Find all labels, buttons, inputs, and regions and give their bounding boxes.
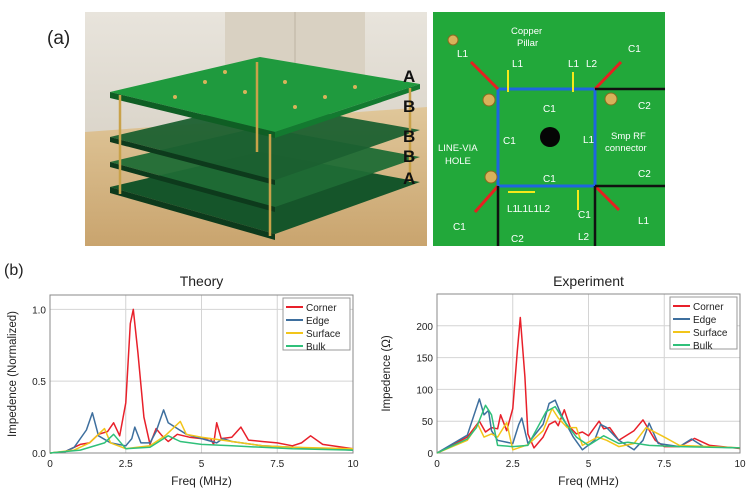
series-line-surface — [436, 407, 741, 454]
component-label: L1 — [568, 59, 580, 70]
component-label: C1 — [543, 174, 556, 185]
y-axis-label: Impedence (Ω) — [381, 335, 393, 412]
legend-label: Edge — [306, 316, 330, 327]
y-tick-label: 100 — [416, 385, 433, 396]
y-tick-label: 1.0 — [32, 305, 46, 316]
legend-label: Bulk — [306, 342, 326, 353]
component-label: C2 — [638, 169, 651, 180]
component-label: L2 — [539, 204, 551, 215]
theory-chart: Theory 0 2.5 5 7.5 10 0.0 0.5 1.0 Freq (MHz) Imped… — [7, 273, 359, 488]
x-tick-label: 2.5 — [506, 459, 520, 470]
annotation-hole: HOLE — [445, 156, 471, 167]
x-tick-label: 2.5 — [119, 459, 133, 470]
x-tick-label: 0 — [434, 459, 440, 470]
plot-frame — [49, 294, 354, 454]
x-tick-label: 10 — [734, 459, 746, 470]
y-tick-label: 0.0 — [32, 449, 46, 460]
legend-label: Surface — [306, 329, 341, 340]
component-label: L1 — [528, 204, 540, 215]
component-label: C1 — [628, 44, 641, 55]
layer-label: B — [403, 147, 415, 166]
legend-label: Edge — [693, 315, 717, 326]
layer-label: B — [403, 97, 415, 116]
via-hole — [540, 127, 560, 147]
annotation-smp: Smp RF — [611, 131, 646, 142]
component-label: C1 — [503, 136, 516, 147]
chart-title: Theory — [180, 273, 224, 289]
series-line-edge — [436, 398, 741, 454]
x-tick-label: 10 — [347, 459, 359, 470]
x-axis-label: Freq (MHz) — [171, 474, 232, 488]
y-tick-label: 50 — [422, 417, 434, 428]
annotation-connector: connector — [605, 143, 647, 154]
legend-label: Corner — [306, 303, 337, 314]
x-tick-label: 7.5 — [270, 459, 284, 470]
component-label: L2 — [578, 232, 590, 243]
x-axis-label: Freq (MHz) — [558, 474, 619, 488]
y-tick-label: 150 — [416, 354, 433, 365]
component-label: L1 — [638, 216, 650, 227]
x-tick-label: 0 — [47, 459, 53, 470]
annotation-line-via: LINE-VIA — [438, 143, 478, 154]
component-label: C2 — [638, 101, 651, 112]
component-label: L1 — [583, 135, 595, 146]
layer-label: A — [403, 67, 415, 86]
annotation-copper: Copper — [511, 26, 542, 37]
legend-label: Surface — [693, 328, 728, 339]
x-tick-label: 5 — [199, 459, 205, 470]
chart-title: Experiment — [553, 273, 624, 289]
y-tick-label: 0 — [427, 449, 433, 460]
legend-label: Bulk — [693, 341, 713, 352]
component-label: L1 — [457, 49, 469, 60]
component-label: C1 — [543, 104, 556, 115]
series-line-surface — [49, 420, 354, 454]
plot-frame — [436, 293, 741, 454]
component-label: L1 — [512, 59, 524, 70]
component-label: L1 — [507, 204, 519, 215]
series-line-bulk — [436, 404, 741, 454]
component-label: C2 — [511, 234, 524, 245]
x-tick-label: 5 — [586, 459, 592, 470]
layer-label: A — [403, 169, 415, 188]
pcb-closeup-photo: Copper Pillar Smp RF connector LINE-VIA … — [433, 12, 665, 246]
component-label: L1 — [517, 204, 529, 215]
layer-label: B — [403, 127, 415, 146]
y-tick-label: 200 — [416, 322, 433, 333]
panel-label-b: (b) — [4, 262, 24, 279]
legend-label: Corner — [693, 302, 724, 313]
panel-label-a: (a) — [47, 28, 71, 49]
stacked-pcb-photo: A B B B A — [85, 12, 427, 246]
component-label: C1 — [578, 210, 591, 221]
component-label: L2 — [586, 59, 598, 70]
y-axis-label: Impedence (Normalized) — [7, 311, 19, 437]
series-line-bulk — [49, 433, 354, 454]
y-tick-label: 0.5 — [32, 377, 46, 388]
component-label: C1 — [453, 222, 466, 233]
x-tick-label: 7.5 — [657, 459, 671, 470]
annotation-pillar: Pillar — [517, 38, 538, 49]
series-line-edge — [49, 409, 354, 454]
